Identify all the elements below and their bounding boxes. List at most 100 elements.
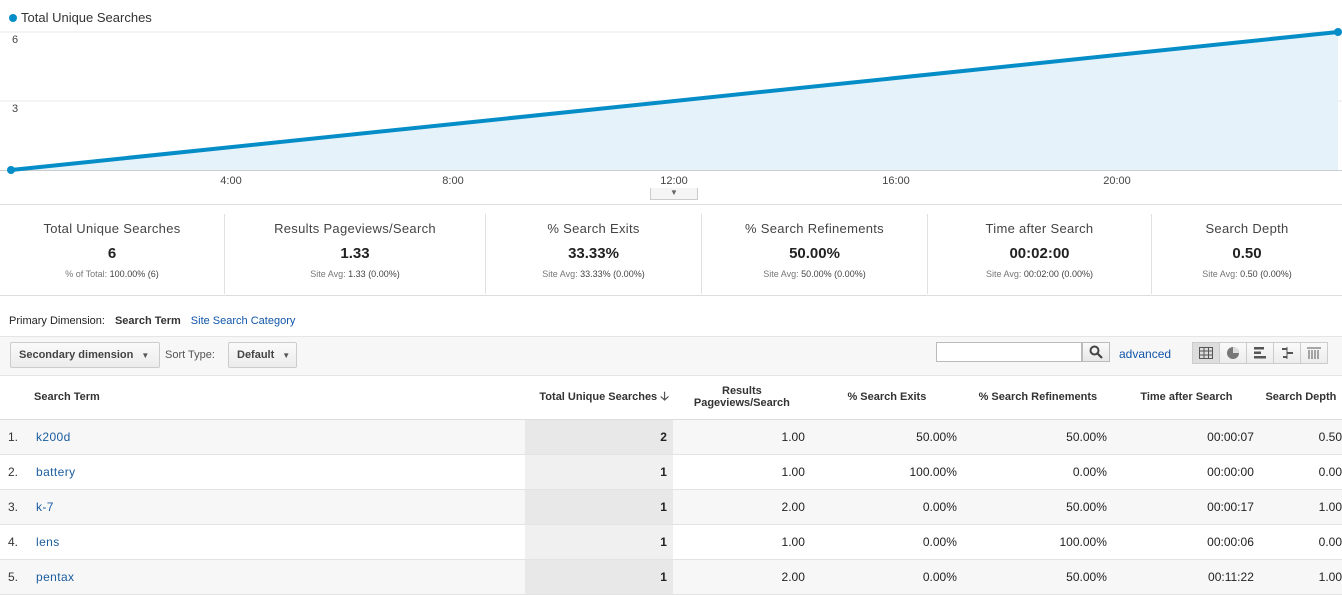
pivot-icon (1307, 347, 1321, 359)
view-switcher (1192, 342, 1328, 364)
cell-exits: 50.00% (810, 419, 963, 455)
scorecard-value: 00:02:00 (1009, 245, 1070, 262)
cell-unique: 2 (524, 419, 673, 455)
scorecard-search-depth[interactable]: Search Depth 0.50 Site Avg: 0.50 (0.00%) (1152, 214, 1342, 294)
cell-refinements: 100.00% (962, 524, 1113, 560)
grid-icon (1199, 347, 1213, 359)
cell-unique: 1 (524, 489, 673, 525)
cell-exits: 0.00% (810, 524, 963, 560)
scorecard-sub: % of Total: 100.00% (6) (0, 269, 224, 279)
view-table-button[interactable] (1192, 342, 1220, 364)
scorecard-sub-prefix: Site Avg: (986, 269, 1022, 279)
series-line (10, 30, 1339, 172)
scorecard-search-exits[interactable]: % Search Exits 33.33% Site Avg: 33.33% (… (486, 214, 702, 294)
secondary-dimension-dropdown[interactable]: Secondary dimension ▼ (10, 342, 160, 368)
table-header-row: Search Term Total Unique Searches 🡣 Resu… (0, 375, 1342, 420)
advanced-filter-link[interactable]: advanced (1119, 347, 1172, 361)
row-term-cell: pentax (35, 559, 525, 595)
cell-time: 00:00:06 (1112, 524, 1260, 560)
header-total-unique-searches[interactable]: Total Unique Searches 🡣 (524, 375, 673, 420)
primary-dimension-site-search-category[interactable]: Site Search Category (190, 315, 296, 327)
scorecard-label: % Search Refinements (745, 221, 884, 236)
cell-depth: 0.50 (1259, 419, 1342, 455)
scorecard-total-unique-searches[interactable]: Total Unique Searches 6 % of Total: 100.… (0, 214, 225, 294)
header-total-unique-searches-label: Total Unique Searches (539, 390, 658, 403)
header-search-depth[interactable]: Search Depth (1259, 375, 1342, 420)
cell-depth: 0.00 (1259, 454, 1342, 490)
scorecard-label: % Search Exits (547, 221, 640, 236)
scorecard-sub-value: 33.33% (0.00%) (580, 269, 645, 279)
scorecard-sub-prefix: Site Avg: (1202, 269, 1238, 279)
sort-type-dropdown[interactable]: Default ▼ (228, 342, 297, 368)
scorecard-sub-value: 00:02:00 (0.00%) (1023, 269, 1093, 279)
row-index: 5. (0, 559, 35, 595)
cell-exits: 100.00% (810, 454, 963, 490)
chart-legend: Total Unique Searches (9, 10, 152, 25)
legend-dot-icon (9, 13, 17, 22)
scorecard-value: 50.00% (789, 245, 840, 262)
search-term-link[interactable]: k200d (36, 430, 71, 444)
header-search-refinements[interactable]: % Search Refinements (962, 375, 1113, 420)
search-button[interactable] (1082, 342, 1110, 362)
search-term-link[interactable]: battery (36, 465, 76, 479)
cell-results: 2.00 (672, 559, 811, 595)
x-tick-label: 12:00 (660, 175, 688, 187)
cell-unique: 1 (524, 559, 673, 595)
scorecard-label: Total Unique Searches (43, 221, 181, 236)
scorecard-label: Results Pageviews/Search (274, 221, 436, 236)
view-pivot-button[interactable] (1300, 342, 1328, 364)
collapse-chart-button[interactable]: ▼ (650, 188, 698, 200)
cell-refinements: 50.00% (962, 419, 1113, 455)
header-results-pageviews[interactable]: Results Pageviews/Search (672, 375, 811, 420)
x-tick-label: 8:00 (442, 175, 464, 187)
scorecard-sub: Site Avg: 0.50 (0.00%) (1152, 269, 1342, 279)
divider (0, 295, 1342, 296)
header-time-after-search[interactable]: Time after Search (1112, 375, 1260, 420)
data-point[interactable] (7, 166, 15, 174)
scorecard-value: 6 (107, 245, 117, 262)
line-chart: Total Unique Searches 6 3 4:00 8:00 12:0… (0, 0, 1342, 200)
primary-dimension-label: Primary Dimension: (9, 315, 105, 327)
sort-type-value: Default (237, 349, 275, 361)
scorecard-sub: Site Avg: 1.33 (0.00%) (225, 269, 485, 279)
scorecard-sub: Site Avg: 50.00% (0.00%) (702, 269, 927, 279)
scorecard-sub-value: 50.00% (0.00%) (801, 269, 866, 279)
scorecard-value: 33.33% (568, 245, 619, 262)
cell-time: 00:00:17 (1112, 489, 1260, 525)
view-pie-button[interactable] (1219, 342, 1247, 364)
scorecard-sub-value: 100.00% (6) (109, 269, 159, 279)
header-search-term[interactable]: Search Term (0, 375, 525, 420)
cell-refinements: 50.00% (962, 489, 1113, 525)
cell-refinements: 50.00% (962, 559, 1113, 595)
row-term-cell: k200d (35, 419, 525, 455)
search-term-link[interactable]: lens (36, 535, 60, 549)
row-index: 4. (0, 524, 35, 560)
cell-unique: 1 (524, 524, 673, 560)
scorecard-results-pageviews[interactable]: Results Pageviews/Search 1.33 Site Avg: … (225, 214, 486, 294)
table-search-input[interactable] (936, 342, 1082, 362)
row-term-cell: lens (35, 524, 525, 560)
primary-dimension-search-term[interactable]: Search Term (114, 315, 181, 327)
view-comparison-button[interactable] (1273, 342, 1301, 364)
scorecard-sub: Site Avg: 00:02:00 (0.00%) (928, 269, 1151, 279)
scorecard-sub-prefix: Site Avg: (542, 269, 578, 279)
scorecard-sub-prefix: Site Avg: (310, 269, 346, 279)
table-toolbar: Secondary dimension ▼ Sort Type: Default… (0, 336, 1342, 376)
scorecard-time-after-search[interactable]: Time after Search 00:02:00 Site Avg: 00:… (928, 214, 1152, 294)
search-term-link[interactable]: k-7 (36, 500, 54, 514)
row-index: 2. (0, 454, 35, 490)
cell-depth: 1.00 (1259, 559, 1342, 595)
x-tick-label: 16:00 (882, 175, 910, 187)
view-performance-button[interactable] (1246, 342, 1274, 364)
data-point[interactable] (1334, 28, 1342, 36)
scorecard-sub: Site Avg: 33.33% (0.00%) (486, 269, 701, 279)
secondary-dimension-label: Secondary dimension (19, 349, 134, 361)
cell-results: 2.00 (672, 489, 811, 525)
search-term-link[interactable]: pentax (36, 570, 75, 584)
cell-time: 00:00:00 (1112, 454, 1260, 490)
scorecard-search-refinements[interactable]: % Search Refinements 50.00% Site Avg: 50… (702, 214, 928, 294)
y-tick-label: 6 (12, 34, 19, 46)
cell-results: 1.00 (672, 454, 811, 490)
comparison-icon (1282, 347, 1293, 359)
header-search-exits[interactable]: % Search Exits (810, 375, 963, 420)
